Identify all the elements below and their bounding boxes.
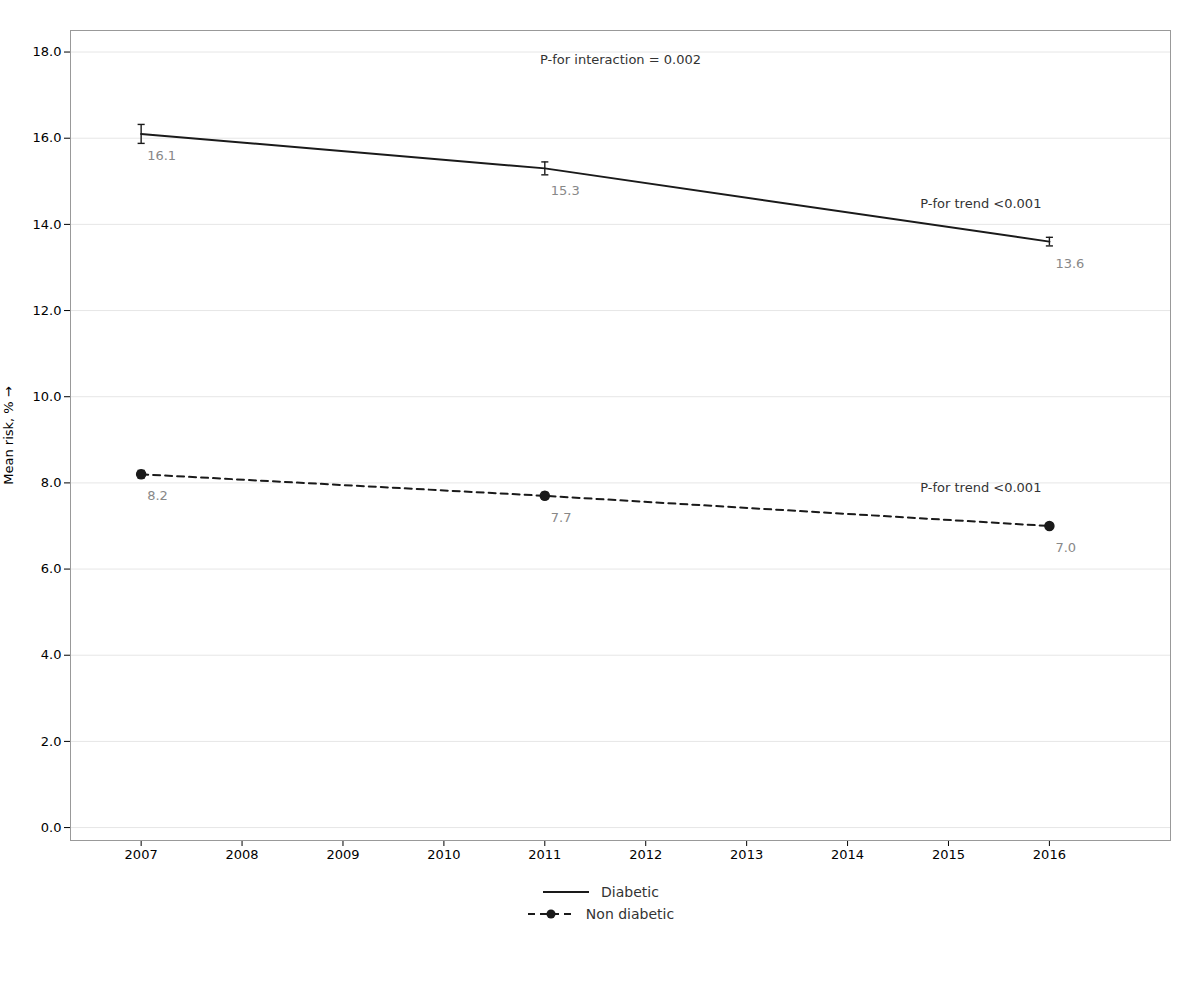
svg-text:P-for trend <0.001: P-for trend <0.001 xyxy=(920,480,1041,495)
svg-text:P-for trend <0.001: P-for trend <0.001 xyxy=(920,196,1041,211)
svg-text:14.0: 14.0 xyxy=(33,217,62,232)
svg-text:8.2: 8.2 xyxy=(147,488,168,503)
svg-text:6.0: 6.0 xyxy=(41,561,62,576)
svg-text:2016: 2016 xyxy=(1033,847,1066,862)
svg-text:7.0: 7.0 xyxy=(1055,540,1076,555)
svg-text:16.1: 16.1 xyxy=(147,148,176,163)
html-text:Diabetic: Diabetic xyxy=(601,884,659,900)
svg-text:10.0: 10.0 xyxy=(33,389,62,404)
svg-text:2007: 2007 xyxy=(125,847,158,862)
svg-text:0.0: 0.0 xyxy=(41,820,62,835)
svg-text:2010: 2010 xyxy=(427,847,460,862)
svg-text:2014: 2014 xyxy=(831,847,864,862)
svg-text:2008: 2008 xyxy=(226,847,259,862)
svg-text:4.0: 4.0 xyxy=(41,647,62,662)
svg-text:7.7: 7.7 xyxy=(551,510,572,525)
svg-text:16.0: 16.0 xyxy=(33,130,62,145)
svg-text:2011: 2011 xyxy=(528,847,561,862)
svg-text:P-for interaction = 0.002: P-for interaction = 0.002 xyxy=(540,52,701,67)
svg-text:8.0: 8.0 xyxy=(41,475,62,490)
svg-text:18.0: 18.0 xyxy=(33,44,62,59)
svg-text:2009: 2009 xyxy=(326,847,359,862)
html-text:Non diabetic: Non diabetic xyxy=(585,906,675,922)
svg-text:12.0: 12.0 xyxy=(33,303,62,318)
svg-text:Mean risk, % →: Mean risk, % → xyxy=(1,386,16,485)
svg-text:13.6: 13.6 xyxy=(1055,256,1084,271)
svg-text:2015: 2015 xyxy=(932,847,965,862)
svg-text:15.3: 15.3 xyxy=(551,183,580,198)
svg-text:2.0: 2.0 xyxy=(41,734,62,749)
svg-text:2012: 2012 xyxy=(629,847,662,862)
svg-text:2013: 2013 xyxy=(730,847,763,862)
